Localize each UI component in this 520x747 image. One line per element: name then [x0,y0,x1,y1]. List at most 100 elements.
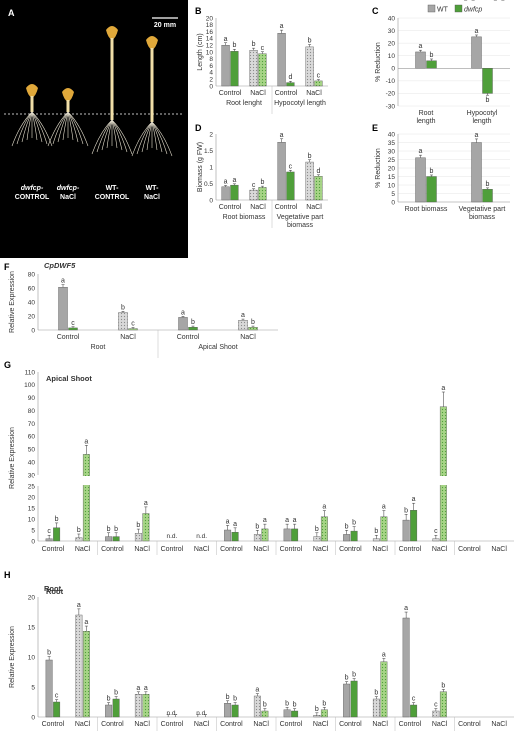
panel-G-sig-letter: b [404,507,408,514]
panel-F-sig-letter: c [71,320,75,327]
panel-G-sig-letter: b [374,528,378,535]
panel-H-xtick-12: Control [399,721,422,728]
panel-G-xtick-13: NaCl [432,546,448,553]
panel-E-bar-WT-0 [415,157,426,203]
panel-F-group-0: Root [91,344,106,351]
panel-G-sig-letter: a [144,500,148,507]
panel-E-ytick: 10 [388,182,396,189]
panel-G-xtick-3: NaCl [134,546,150,553]
panel-F-letter: F [4,262,10,272]
panel-F-sig-letter: a [181,309,185,316]
panel-G-sig-letter: b [77,527,81,534]
panel-F-ytick: 0 [31,327,35,334]
panel-E-ytick: 20 [388,165,396,172]
panel-C-ytick: 10 [388,53,396,60]
panel-G-xtick-14: Control [458,546,481,553]
panel-B-group-0: Root lenght [226,100,262,107]
panel-B-ytick: 20 [206,15,214,22]
seedling-dwfcp-nacl-hypocotyl [66,100,70,112]
panel-C-sig-letter: b [430,52,434,59]
panel-G-sig-letter: b [107,526,111,533]
panel-C-bar-WT-0 [415,51,426,69]
panel-F-bar-dwfcp-1 [128,328,138,331]
seedling-dwfcp-nacl-root [52,111,69,145]
panel-G-xtick-10: Control [339,546,362,553]
panel-F-bar-WT-1 [118,312,128,331]
panel-E-bar-dwfcp-1 [482,189,493,203]
panel-G-ytick: 110 [25,369,36,376]
panel-a-label-3-1: NaCl [144,194,160,201]
panel-H-sig-letter: b [233,696,237,703]
panel-B-bar-dwfcp-3 [314,80,323,87]
panel-G-xtick-6: Control [220,546,243,553]
panel-F-sig-letter: a [241,312,245,319]
panel-G-ytick: 5 [31,527,35,534]
panel-H-bar-WT-10 [343,683,351,718]
panel-F-xtick-1: NaCl [120,334,136,341]
panel-H-bar-dwfcp-13 [439,691,447,718]
panel-B-sig-letter: d [288,74,292,81]
panel-H-sig-letter: b [47,650,51,657]
panel-B-ytick: 10 [206,49,214,56]
panel-E-xtick-1: Vegetative part [459,206,506,213]
panel-H-bar-WT-6 [224,703,232,718]
panel-B-sig-letter: c [261,45,265,52]
panel-B-sig-letter: b [308,38,312,45]
panel-C-ytick: 30 [388,28,396,35]
panel-D-bar-WT-2 [277,142,286,201]
panel-G-sig-letter: a [441,385,445,392]
panel-H-xtick-8: Control [280,721,303,728]
panel-G-ytick: 80 [28,408,36,415]
panel-G-sig-letter: b [114,526,118,533]
panel-D-ytick: 1.5 [204,148,213,155]
panel-G-bar-dwfcp-12 [410,510,418,542]
panel-G-bar-WT-7 [253,534,261,542]
panel-E-letter: E [372,123,378,133]
panel-H-bar-WT-3 [134,694,142,718]
panel-C-sig-letter: a [475,28,479,35]
seedling-wt-control-cotyledon [106,26,118,40]
seedling-wt-nacl-root [146,121,153,151]
panel-C-xtick-0: length [416,118,435,125]
seedling-wt-control-hypocotyl [110,38,114,120]
panel-D-sig-letter: b [260,179,264,186]
legend-wt-swatch [427,4,436,13]
panel-F-bar-dwfcp-3 [248,327,258,331]
panel-H-xtick-2: Control [101,721,124,728]
panel-G-bar-dwfcp-6 [231,532,239,542]
panel-C-bar-dwfcp-1 [482,68,493,94]
panel-H-sig-letter: a [77,602,81,609]
panel-H-xtick-0: Control [42,721,65,728]
panel-C-ytick: 40 [388,15,396,22]
panel-G-sig-letter: b [136,522,140,529]
panel-G-bar-WT-13 [432,538,440,542]
panel-H-xtick-7: NaCl [253,721,269,728]
panel-H-sig-letter: a [382,651,386,658]
panel-H-sig-letter: c [412,696,416,703]
panel-G-bar-dwfcp-0 [53,527,61,542]
panel-D-xtick-2: Control [275,204,298,211]
panel-H-ytick: 5 [31,684,35,691]
panel-H-bar-WT-11 [372,698,380,718]
panel-G-xtick-9: NaCl [313,546,329,553]
panel-F-ytick: 40 [28,299,36,306]
panel-D-letter: D [195,123,202,133]
panel-H-sig-letter: b [293,702,297,709]
panel-D-sig-letter: b [308,153,312,160]
seedling-dwfcp-control-root [21,111,33,143]
panel-C-ytick: 20 [388,40,396,47]
seedling-wt-control-root [111,119,118,149]
panel-F-bar-WT-2 [178,317,188,331]
panel-H-xtick-5: NaCl [194,721,210,728]
panel-G-nd-label: n.d. [196,533,207,540]
panel-E-ytick: 30 [388,148,396,155]
panel-G-sig-letter: a [382,504,386,511]
panel-H-title: Root [46,587,64,596]
panel-B-ytick: 4 [209,70,213,77]
panel-H-nd-label: n.d. [166,710,177,717]
panel-D-group-1: Vegetative part [277,214,324,221]
panel-E-xtick-0: Root biomass [405,206,448,213]
panel-F-xtick-2: Control [177,334,200,341]
panel-F-ytick: 60 [28,285,36,292]
panel-H-sig-letter: b [226,694,230,701]
